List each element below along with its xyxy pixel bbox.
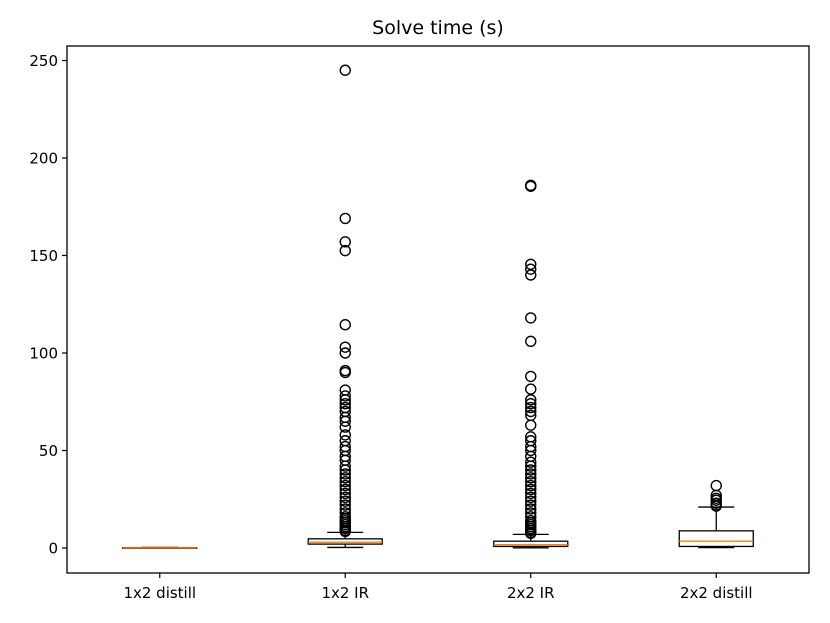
outlier-point — [339, 429, 351, 441]
outlier-point — [525, 180, 537, 192]
outlier-point — [339, 236, 351, 248]
y-tick-label: 0 — [48, 540, 58, 558]
x-tick-label: 2x2 distill — [680, 584, 753, 602]
outlier-point — [525, 479, 537, 492]
outlier-point — [339, 244, 351, 257]
outlier-point — [525, 398, 537, 410]
outlier-point — [525, 335, 537, 347]
outlier-point — [525, 499, 537, 511]
outlier-point — [339, 464, 351, 476]
outlier-point — [339, 499, 351, 511]
outlier-point — [525, 464, 537, 476]
box-group-2 — [307, 64, 383, 549]
outlier-point — [339, 479, 351, 492]
outlier-point — [525, 269, 537, 281]
outlier-point — [525, 460, 537, 472]
outlier-point — [339, 394, 351, 406]
plot-frame — [66, 45, 810, 574]
outlier-point — [339, 472, 351, 484]
outlier-point — [339, 347, 351, 359]
y-tick-label: 150 — [29, 247, 58, 265]
y-tick-label: 250 — [29, 52, 58, 70]
outlier-point — [525, 495, 537, 507]
outlier-point — [525, 312, 537, 324]
outlier-point — [339, 319, 351, 331]
outlier-point — [525, 472, 537, 484]
x-tick-label: 1x2 IR — [321, 584, 369, 602]
outlier-point — [339, 398, 351, 410]
outlier-point — [525, 444, 537, 457]
outlier-point — [710, 494, 722, 506]
box-group-4 — [678, 479, 754, 549]
outlier-point — [339, 525, 351, 538]
outlier-point — [525, 450, 537, 463]
outlier-point — [339, 495, 351, 507]
outlier-point — [525, 419, 537, 431]
outlier-point — [339, 460, 351, 472]
outlier-point — [525, 401, 537, 414]
outlier-point — [339, 491, 351, 503]
box-group-3 — [493, 179, 569, 549]
x-tick-label: 1x2 distill — [123, 584, 196, 602]
outlier-point — [525, 487, 537, 500]
box-group-1 — [122, 546, 198, 549]
plot-area — [122, 64, 754, 549]
outlier-point — [525, 503, 537, 515]
y-axis: 0 50 100 150 200 250 — [29, 52, 67, 558]
outlier-point — [525, 394, 537, 406]
x-tick-label: 2x2 IR — [507, 584, 555, 602]
outlier-point — [339, 366, 351, 379]
outlier-point — [525, 258, 537, 270]
outlier-point — [339, 468, 351, 480]
outlier-point — [339, 384, 351, 396]
outlier-point — [710, 500, 722, 512]
outlier-point — [525, 263, 537, 275]
chart-title: Solve time (s) — [372, 17, 504, 39]
y-tick-label: 200 — [29, 150, 58, 168]
box — [678, 530, 754, 548]
outlier-point — [339, 435, 351, 447]
outlier-point — [339, 487, 351, 500]
outlier-point — [339, 390, 351, 402]
outlier-point — [339, 341, 351, 353]
outlier-point — [339, 421, 351, 433]
outlier-point — [525, 476, 537, 488]
outlier-point — [339, 483, 351, 496]
outlier-point — [339, 64, 351, 76]
outlier-point — [710, 479, 722, 492]
y-tick-label: 50 — [39, 442, 58, 460]
outlier-point — [525, 483, 537, 496]
outlier-point — [339, 476, 351, 488]
x-axis: 1x2 distill 1x2 IR 2x2 IR 2x2 distill — [123, 573, 753, 602]
outlier-point — [525, 491, 537, 503]
outlier-point — [339, 212, 351, 225]
y-tick-label: 100 — [29, 345, 58, 363]
box — [493, 540, 569, 548]
outlier-point — [525, 405, 537, 418]
outlier-point — [525, 527, 537, 540]
outlier-point — [525, 370, 537, 383]
outlier-point — [525, 456, 537, 468]
outlier-point — [525, 468, 537, 480]
outlier-point — [525, 383, 537, 395]
outlier-point — [339, 415, 351, 427]
